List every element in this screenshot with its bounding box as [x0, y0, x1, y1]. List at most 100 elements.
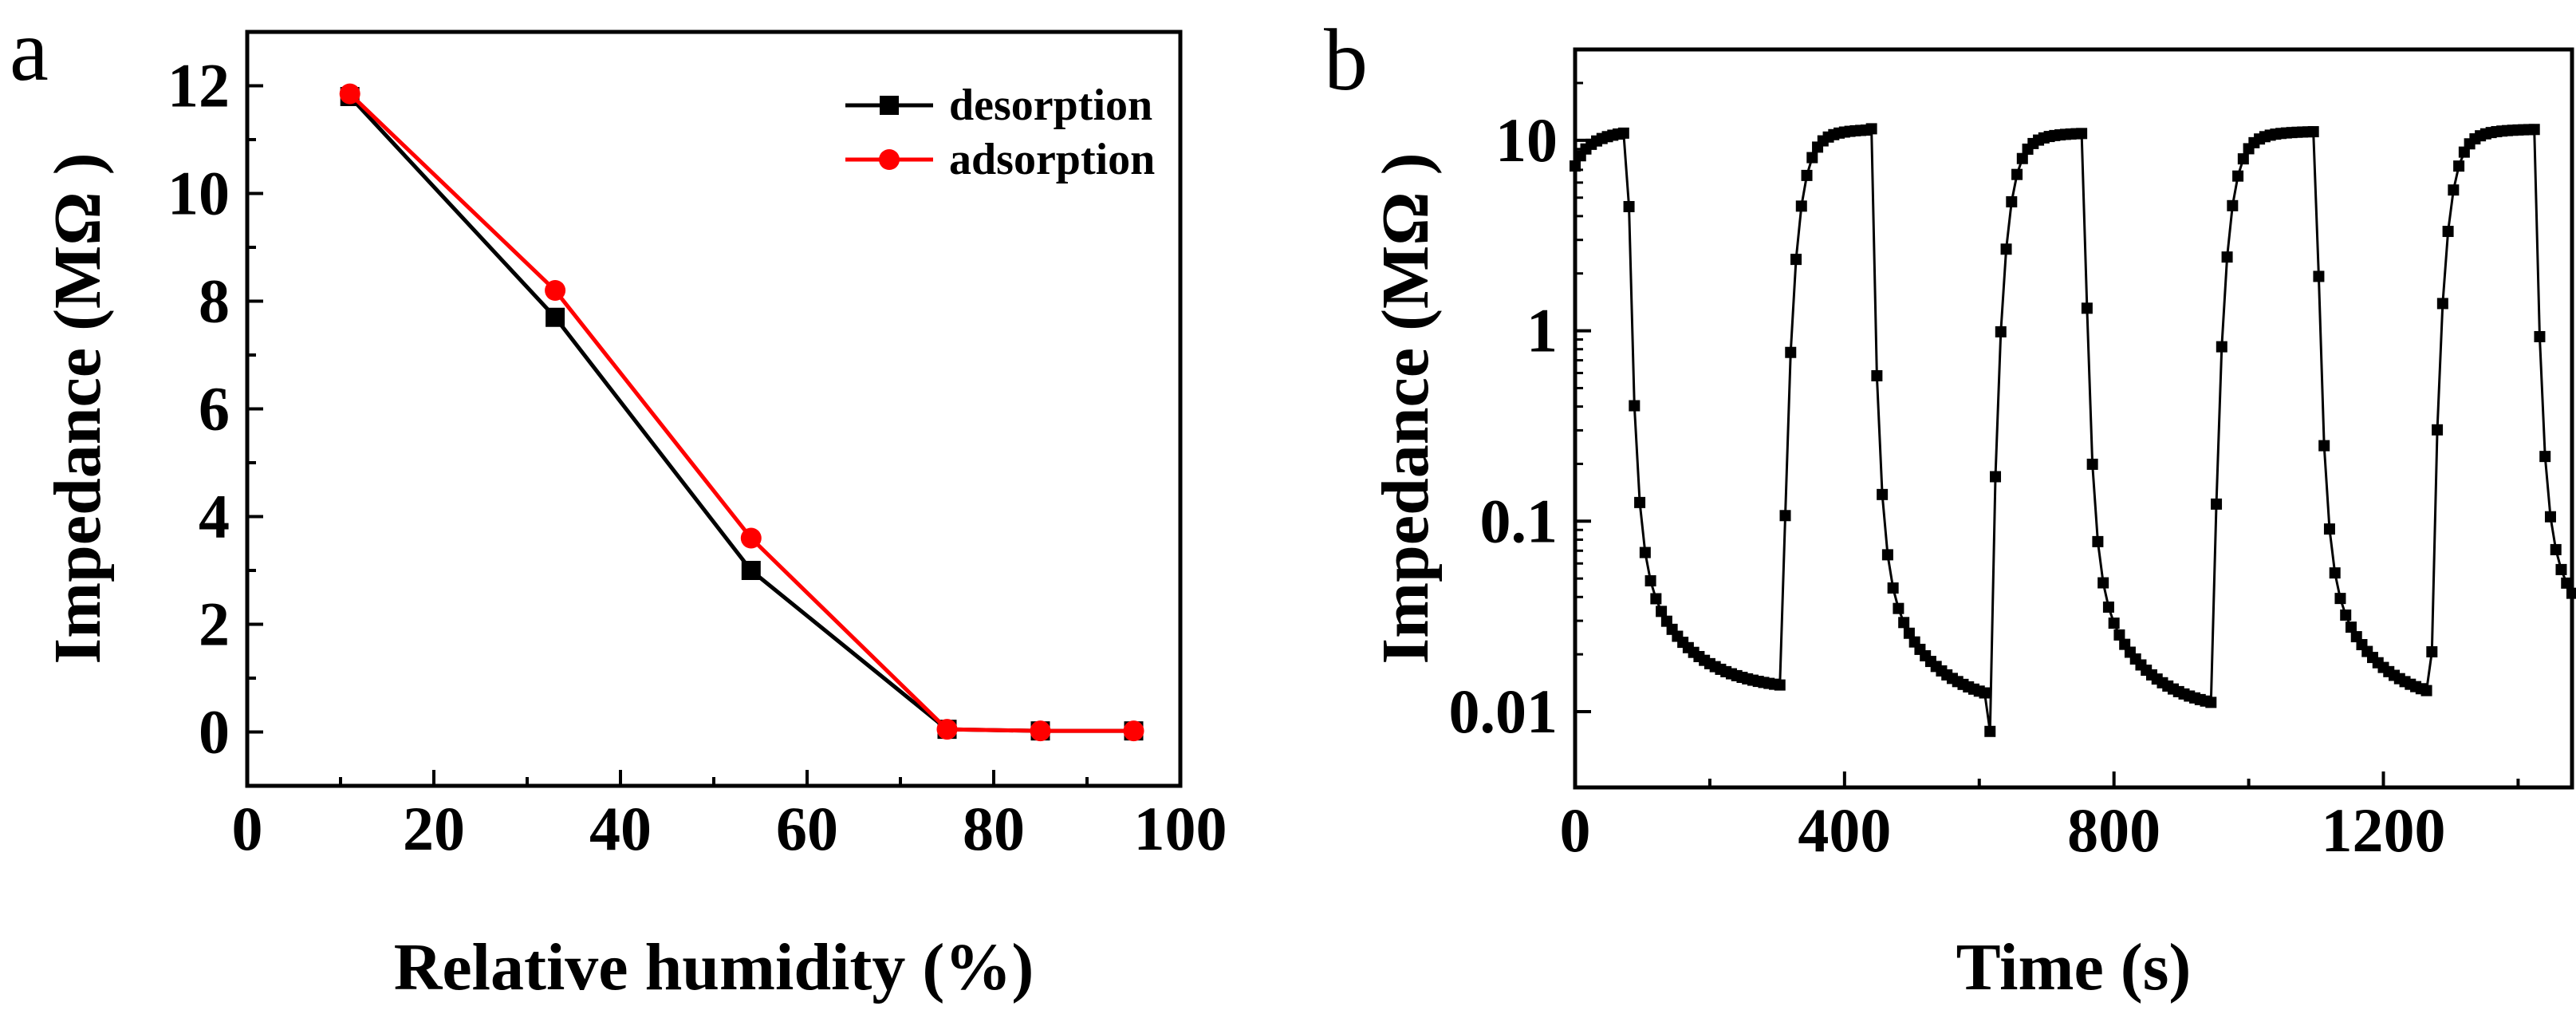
- data-point-response: [1656, 606, 1668, 618]
- data-point-response: [2307, 126, 2319, 138]
- plot-b-frame: [1573, 47, 2574, 790]
- x-tick-label-a: 20: [403, 794, 465, 863]
- data-point-response: [2436, 298, 2448, 310]
- y-axis-title-a: Impedance (MΩ ): [41, 152, 115, 664]
- data-point-desorption: [741, 561, 761, 580]
- data-point-response: [1801, 169, 1813, 181]
- plot-a-legend: desorption adsorption: [845, 81, 1155, 184]
- panel-a-label: a: [10, 2, 49, 99]
- data-point-response: [2426, 646, 2438, 658]
- plot-a-ticks: 0 20 40 60 80 100 0 2 4 6 8 10 12: [167, 51, 1227, 864]
- data-point-response: [2534, 330, 2546, 342]
- data-point-response: [2102, 601, 2114, 613]
- series-line-desorption: [348, 95, 1134, 733]
- x-tick-label-a: 40: [589, 794, 652, 863]
- data-point-response: [2237, 153, 2249, 165]
- data-point-response: [2340, 609, 2352, 621]
- data-point-response: [2561, 577, 2573, 589]
- data-point-response: [2442, 226, 2454, 238]
- data-point-response: [2081, 302, 2093, 314]
- plot-b-ticks: 0 400 800 1200 0.01 0.1 1 10: [1449, 81, 2520, 865]
- legend-desorption-marker: [880, 96, 899, 115]
- y-tick-label-a: 2: [199, 590, 230, 659]
- data-point-response: [1774, 679, 1786, 691]
- y-axis-title-b: Impedance (MΩ ): [1369, 152, 1443, 664]
- data-point-desorption: [546, 307, 565, 327]
- data-point-response: [1785, 346, 1797, 358]
- data-point-response: [2086, 458, 2098, 470]
- data-point-response: [2211, 498, 2223, 510]
- legend-adsorption-marker: [879, 149, 900, 170]
- data-point-response: [1979, 687, 1991, 699]
- x-tick-label-a: 80: [963, 794, 1025, 863]
- data-point-response: [1650, 593, 1662, 605]
- x-tick-label-a: 100: [1134, 794, 1227, 863]
- data-point-response: [1644, 575, 1656, 587]
- data-point-response: [2221, 251, 2233, 263]
- data-point-response: [2528, 124, 2540, 136]
- data-point-response: [2097, 577, 2109, 589]
- data-point-adsorption: [545, 280, 566, 301]
- data-point-response: [2216, 341, 2227, 353]
- data-point-response: [1790, 254, 1802, 266]
- data-point-response: [1871, 370, 1883, 382]
- data-point-response: [1893, 602, 1904, 614]
- x-tick-label-a: 0: [232, 794, 263, 863]
- data-point-response: [1570, 160, 1581, 172]
- data-point-response: [1634, 496, 1646, 508]
- y-tick-label-b: 10: [1495, 105, 1558, 175]
- x-axis-title-b: Time (s): [1956, 930, 2192, 1004]
- data-point-response: [1617, 127, 1629, 139]
- x-tick-label-a: 60: [776, 794, 838, 863]
- data-point-response: [2345, 621, 2357, 633]
- data-point-adsorption: [740, 527, 762, 549]
- plot-a-series: [339, 83, 1144, 742]
- data-point-adsorption: [936, 719, 958, 740]
- data-point-response: [2318, 440, 2330, 452]
- legend-desorption-label: desorption: [949, 81, 1152, 130]
- panel-a: a 0 20 40 60 80 100 0 2 4 6 8 10 12 desorption adsor…: [10, 2, 1227, 1004]
- data-point-response: [2566, 587, 2576, 599]
- legend-adsorption-label: adsorption: [949, 135, 1155, 184]
- data-point-response: [1995, 326, 2007, 337]
- data-point-response: [2113, 629, 2125, 641]
- data-point-response: [2016, 152, 2028, 164]
- data-point-response: [2329, 567, 2341, 579]
- data-point-response: [2006, 195, 2018, 207]
- data-point-response: [1898, 617, 1910, 629]
- series-line-adsorption: [348, 92, 1134, 733]
- data-point-adsorption: [339, 83, 360, 105]
- y-tick-label-b: 1: [1526, 296, 1558, 365]
- data-point-response: [1639, 546, 1651, 558]
- x-tick-label-b: 400: [1798, 795, 1891, 865]
- data-point-response: [2420, 685, 2432, 696]
- data-point-response: [1903, 627, 1915, 639]
- data-point-response: [2323, 523, 2335, 535]
- data-point-response: [1990, 471, 2002, 483]
- data-point-response: [2432, 424, 2444, 436]
- y-tick-label-a: 12: [167, 51, 230, 120]
- series-line-response: [1574, 127, 2574, 732]
- data-point-response: [1865, 123, 1877, 135]
- data-point-response: [1887, 582, 1899, 594]
- data-point-response: [2205, 696, 2217, 708]
- data-point-response: [2076, 128, 2088, 140]
- data-point-adsorption: [1030, 720, 1051, 742]
- y-tick-label-a: 4: [199, 482, 230, 551]
- y-tick-label-a: 8: [199, 266, 230, 336]
- data-point-response: [1629, 400, 1641, 412]
- data-point-response: [2544, 511, 2556, 523]
- data-point-response: [2232, 170, 2244, 182]
- y-tick-label-b: 0.01: [1449, 677, 1558, 746]
- data-point-response: [1795, 200, 1807, 212]
- data-point-response: [2448, 184, 2460, 196]
- data-point-response: [1806, 152, 1818, 164]
- x-axis-title-a: Relative humidity (%): [394, 930, 1034, 1004]
- data-point-response: [1779, 510, 1791, 522]
- data-point-response: [2334, 593, 2346, 605]
- y-tick-label-a: 6: [199, 374, 230, 444]
- data-point-response: [2550, 543, 2562, 555]
- x-tick-label-b: 800: [2067, 795, 2160, 865]
